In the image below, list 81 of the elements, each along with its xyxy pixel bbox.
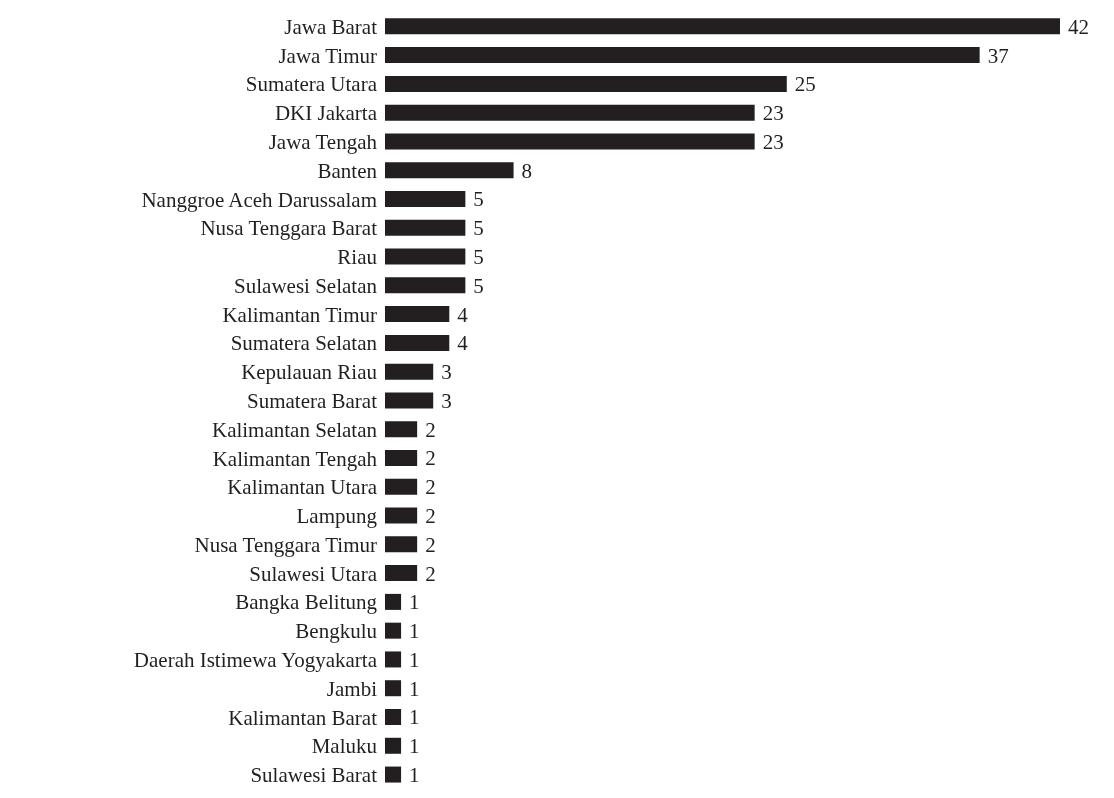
y-tick-label: Nanggroe Aceh Darussalam [141, 187, 377, 212]
bar [385, 75, 787, 92]
bar [385, 219, 466, 236]
y-tick-label: Daerah Istimewa Yogyakarta [133, 647, 378, 672]
y-tick-label: Kalimantan Barat [228, 705, 378, 730]
data-label: 2 [425, 417, 436, 442]
y-tick-label: Sumatera Selatan [230, 331, 378, 356]
y-tick-label: Kalimantan Utara [227, 475, 378, 500]
data-label: 23 [762, 101, 784, 126]
data-label: 4 [457, 331, 469, 356]
y-tick-label: Banten [317, 158, 378, 183]
data-label: 5 [473, 273, 484, 298]
data-label: 1 [409, 705, 420, 730]
y-tick-label: Lampung [296, 504, 378, 529]
y-tick-label: Nusa Tenggara Barat [200, 216, 378, 241]
y-tick-label: Bangka Belitung [235, 590, 378, 615]
data-label: 3 [441, 388, 452, 413]
data-label: 23 [762, 129, 784, 154]
data-label: 37 [987, 43, 1009, 68]
y-tick-label: Nusa Tenggara Timur [194, 532, 378, 557]
y-tick-label: Kepulauan Riau [241, 360, 378, 385]
data-label: 25 [794, 72, 816, 97]
y-tick-label: Sulawesi Barat [250, 763, 378, 788]
data-label: 1 [409, 619, 420, 644]
data-label: 1 [409, 647, 420, 672]
y-tick-label: Kalimantan Tengah [212, 446, 378, 471]
y-tick-label: Sumatera Barat [246, 388, 378, 413]
bar [385, 133, 755, 150]
data-label: 42 [1068, 14, 1089, 39]
data-label: 5 [473, 245, 484, 270]
bar [385, 766, 402, 783]
bar [385, 737, 402, 754]
bar [385, 392, 434, 409]
y-tick-label: Kalimantan Timur [222, 302, 377, 327]
bar [385, 277, 466, 294]
data-label: 2 [425, 504, 436, 529]
y-tick-label: Sulawesi Utara [249, 561, 378, 586]
data-label: 3 [441, 360, 452, 385]
bar [385, 191, 466, 207]
bar [385, 47, 980, 64]
bar [385, 478, 418, 495]
data-label: 5 [473, 187, 484, 212]
bar [385, 421, 418, 438]
data-label: 8 [521, 158, 533, 183]
y-tick-label: Jawa Barat [284, 14, 378, 39]
bar [385, 18, 1060, 35]
data-label: 5 [473, 216, 484, 241]
y-tick-label: Jawa Timur [278, 43, 377, 68]
data-label: 1 [409, 734, 420, 759]
data-label: 2 [425, 532, 436, 557]
bar [385, 507, 418, 524]
y-tick-label: Kalimantan Selatan [211, 417, 378, 442]
bar [385, 306, 450, 323]
data-label: 1 [409, 676, 420, 701]
y-tick-label: Jambi [326, 676, 378, 701]
bar [385, 593, 402, 610]
data-label: 2 [425, 475, 436, 500]
y-tick-label: Maluku [311, 734, 378, 759]
data-label: 2 [425, 446, 436, 471]
bar [385, 536, 418, 553]
data-label: 1 [409, 763, 420, 788]
bar [385, 680, 402, 697]
bar [385, 450, 418, 466]
data-label: 1 [409, 590, 420, 615]
y-tick-label: Sumatera Utara [245, 72, 378, 97]
bar [385, 651, 402, 668]
bar [385, 104, 755, 121]
y-tick-label: Sulawesi Selatan [234, 273, 378, 298]
y-tick-label: Bengkulu [295, 619, 378, 644]
bar [385, 709, 402, 725]
bar [385, 162, 514, 179]
y-tick-label: Jawa Tengah [268, 129, 378, 154]
bar [385, 334, 450, 351]
bar [385, 622, 402, 639]
bar [385, 248, 466, 265]
y-tick-label: DKI Jakarta [274, 101, 378, 126]
data-label: 2 [425, 561, 436, 586]
y-tick-label: Riau [337, 245, 378, 270]
bar [385, 565, 418, 582]
bar [385, 363, 434, 380]
data-label: 4 [457, 302, 469, 327]
